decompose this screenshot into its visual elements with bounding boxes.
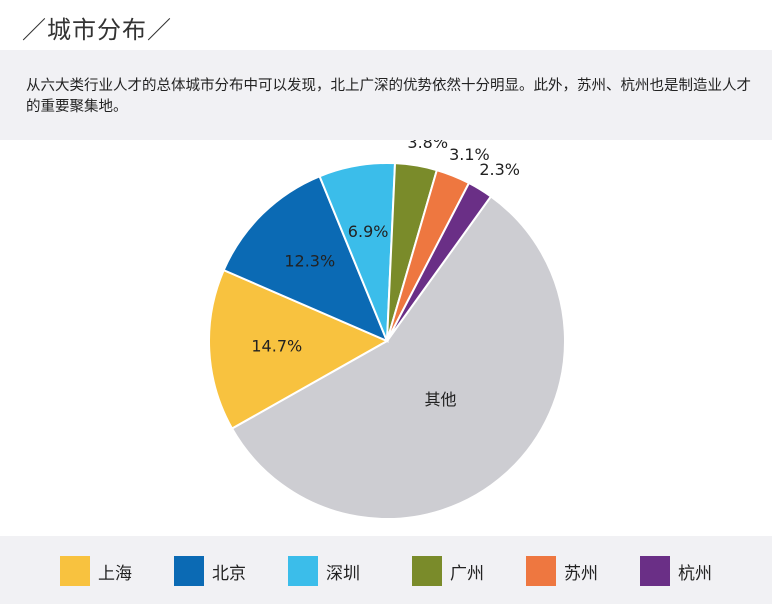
legend-swatch xyxy=(288,556,318,586)
legend-label: 深圳 xyxy=(326,563,360,584)
legend-label: 北京 xyxy=(212,563,246,584)
legend-swatch xyxy=(174,556,204,586)
label-shenzhen: 6.9% xyxy=(348,222,389,241)
legend-item-suzhou: 苏州 xyxy=(526,556,598,586)
slice-shanghai xyxy=(208,268,390,430)
chart-area: 其他 14.7% 12.3% 6.9% 3.8% 3.1% 2.3% xyxy=(0,133,772,536)
slice-hangzhou xyxy=(386,181,493,342)
legend-label: 杭州 xyxy=(678,563,712,584)
label-shanghai: 14.7% xyxy=(251,336,302,355)
slice-other xyxy=(230,195,566,520)
description-panel: 从六大类行业人才的总体城市分布中可以发现，北上广深的优势依然十分明显。此外，苏州… xyxy=(0,50,772,140)
legend-swatch xyxy=(60,556,90,586)
label-beijing: 12.3% xyxy=(284,252,335,271)
legend-item-guangzhou: 广州 xyxy=(412,556,484,586)
pie-chart: 其他 14.7% 12.3% 6.9% 3.8%3.1%2.3% xyxy=(208,133,566,520)
legend-item-beijing: 北京 xyxy=(174,556,246,586)
legend-swatch xyxy=(526,556,556,586)
label-suzhou: 3.1% xyxy=(449,145,490,164)
legend-label: 广州 xyxy=(450,563,484,584)
slice-beijing xyxy=(222,174,389,343)
legend-swatch xyxy=(640,556,670,586)
page-title: ／城市分布／ xyxy=(22,16,172,44)
label-hangzhou: 2.3% xyxy=(479,160,520,179)
label-other: 其他 xyxy=(424,390,456,409)
label-guangzhou: 3.8% xyxy=(407,140,448,152)
legend-item-hangzhou: 杭州 xyxy=(640,556,712,586)
header: ／城市分布／ xyxy=(0,0,772,50)
legend-item-shanghai: 上海 xyxy=(60,556,132,586)
description-text: 从六大类行业人才的总体城市分布中可以发现，北上广深的优势依然十分明显。此外，苏州… xyxy=(26,78,751,115)
legend-swatch xyxy=(412,556,442,586)
legend-item-shenzhen: 深圳 xyxy=(288,556,360,586)
legend: 上海 北京 深圳 广州 苏州 杭州 xyxy=(0,536,772,604)
legend-label: 苏州 xyxy=(564,563,598,584)
legend-label: 上海 xyxy=(98,563,132,584)
